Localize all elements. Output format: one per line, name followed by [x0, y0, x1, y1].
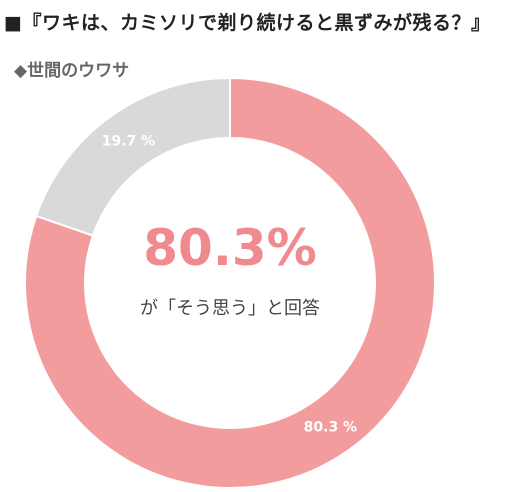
chart-subtitle: ◆世間のウワサ	[14, 61, 130, 81]
chart-title: ■『ワキは、カミソリで剃り続けると黒ずみが残る？』	[4, 12, 491, 34]
slice-no	[34, 76, 231, 237]
data-label-yes: 80.3 %	[304, 419, 357, 435]
slice-yes	[24, 76, 436, 489]
data-label-no: 19.7 %	[102, 133, 155, 149]
center-value: 80.3%	[143, 219, 316, 277]
center-caption: が「そう思う」と回答	[140, 298, 320, 319]
donut-data-labels: 80.3 % 19.7 %	[102, 133, 357, 435]
donut-slices	[24, 76, 436, 489]
